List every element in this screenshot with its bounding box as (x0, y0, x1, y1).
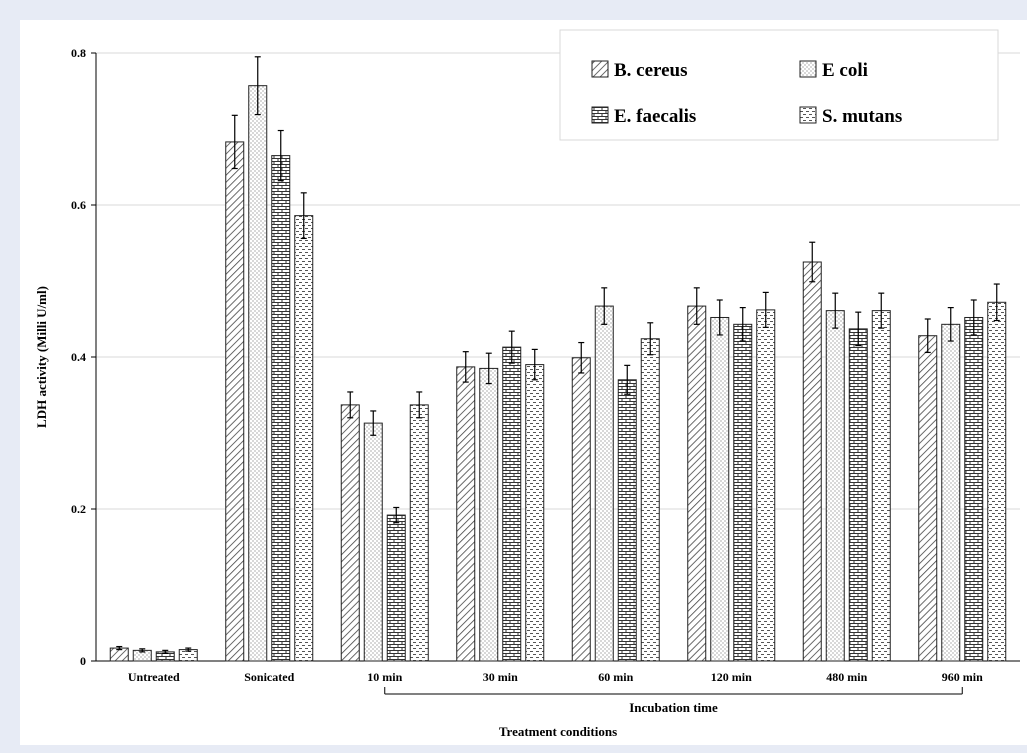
bar (525, 364, 545, 662)
bar (640, 338, 660, 662)
bar (756, 309, 776, 662)
bar (987, 301, 1007, 662)
legend-swatch (799, 60, 817, 78)
incubation-bracket: Incubation time (384, 687, 963, 715)
bar (825, 310, 845, 662)
bar (617, 379, 637, 662)
bar (271, 155, 291, 662)
legend-label: B. cereus (614, 60, 688, 81)
y-tick-label: 0 (80, 654, 86, 668)
bar (594, 305, 614, 662)
x-tick-label: Sonicated (244, 670, 294, 684)
bar (502, 346, 522, 662)
x-ticks: Untreated Sonicated 10 min 30 min 60 min 120 … (128, 670, 983, 684)
bar (941, 323, 961, 662)
bar (386, 514, 406, 662)
bar (918, 335, 938, 662)
legend: B. cereus E coli E. faecalis S. mutans (559, 29, 999, 141)
legend-label: E. faecalis (614, 106, 696, 127)
x-tick-label: 480 min (826, 670, 867, 684)
y-tick-label: 0.6 (71, 198, 86, 212)
y-axis-label: LDH activity (Milli U/ml) (34, 286, 49, 428)
bar (848, 328, 868, 662)
y-tick-label: 0.8 (71, 46, 86, 60)
x-axis-label: Treatment conditions (499, 724, 617, 739)
legend-swatch (799, 106, 817, 124)
bar (363, 422, 383, 662)
bar (871, 310, 891, 662)
y-tick-label: 0.2 (71, 502, 86, 516)
y-tick-label: 0.4 (71, 350, 86, 364)
bar-chart: 0 0.2 0.4 0.6 0.8 Untreated Sonicated 10 min 30… (34, 29, 1020, 739)
bar (802, 261, 822, 662)
x-tick-label: Untreated (128, 670, 180, 684)
bars (109, 56, 1007, 662)
y-ticks: 0 0.2 0.4 0.6 0.8 (71, 46, 96, 668)
legend-swatch (591, 60, 609, 78)
bar (340, 404, 360, 662)
group-label: Incubation time (629, 700, 718, 715)
bar (409, 404, 429, 662)
bar (687, 305, 707, 662)
x-tick-label: 60 min (598, 670, 633, 684)
legend-label: E coli (822, 60, 868, 81)
bar (479, 367, 499, 662)
x-tick-label: 120 min (711, 670, 752, 684)
bar (964, 316, 984, 662)
x-tick-label: 10 min (367, 670, 402, 684)
bar (710, 316, 730, 662)
bar (456, 366, 476, 662)
bar (733, 323, 753, 662)
chart-frame: 0 0.2 0.4 0.6 0.8 Untreated Sonicated 10 min 30… (20, 20, 1027, 745)
x-tick-label: 30 min (483, 670, 518, 684)
legend-label: S. mutans (822, 106, 902, 127)
bar (294, 215, 314, 662)
x-tick-label: 960 min (942, 670, 983, 684)
legend-swatch (591, 106, 609, 124)
bar (248, 85, 268, 662)
bar (225, 141, 245, 662)
bar (571, 357, 591, 662)
legend-box (559, 29, 999, 141)
